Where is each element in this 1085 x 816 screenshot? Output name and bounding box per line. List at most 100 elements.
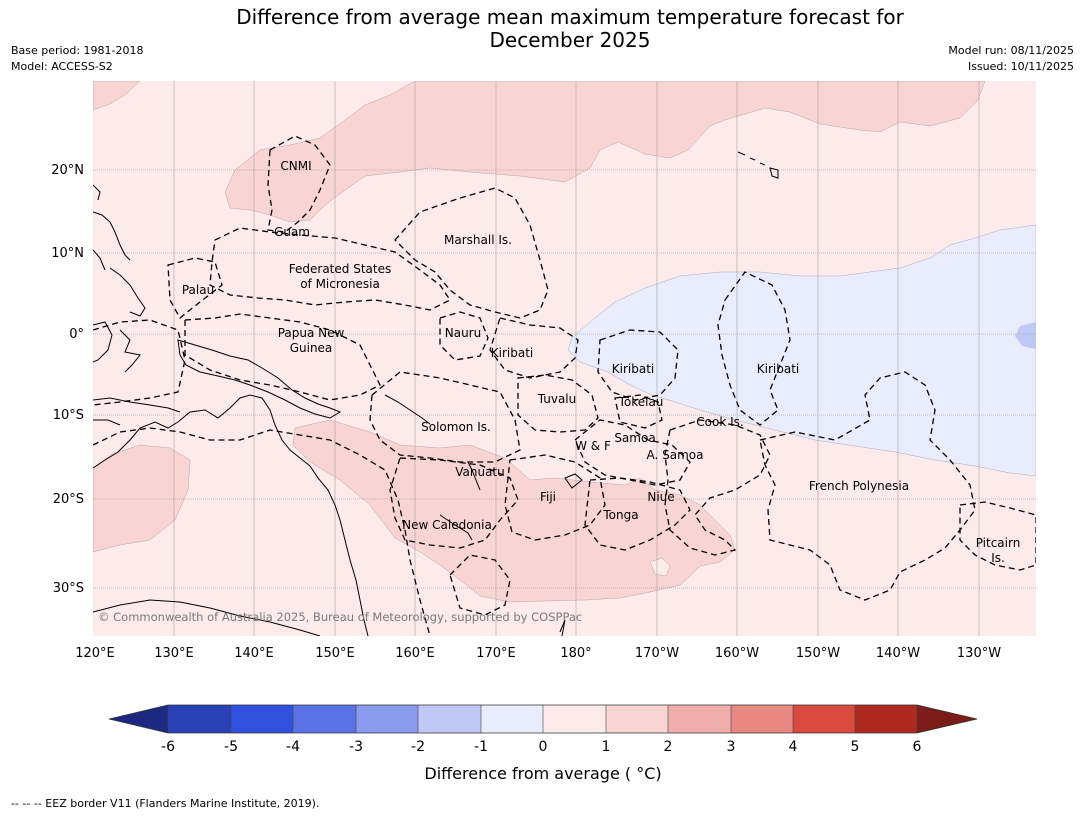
anomaly-cool-east xyxy=(567,224,1036,477)
label-tokelau: Tokelau xyxy=(618,395,664,409)
coast-taiwan xyxy=(93,184,101,201)
label-cook: Cook Is. xyxy=(696,415,743,429)
coast-new-guinea xyxy=(177,339,342,419)
anomaly-warm-south xyxy=(292,419,736,603)
colorbar-cell xyxy=(793,705,855,733)
map-area: CNMI Guam Marshall Is. Federated States … xyxy=(93,81,1036,636)
model-run: Model run: 08/11/2025 xyxy=(948,44,1074,57)
label-guam: Guam xyxy=(274,225,310,239)
label-tuvalu: Tuvalu xyxy=(537,392,577,406)
label-kiribati-central: Kiribati xyxy=(612,362,654,376)
label-kiribati-west: Kiribati xyxy=(491,346,533,360)
eez-indonesia xyxy=(93,319,186,406)
lat-label: 30°S xyxy=(53,581,84,596)
label-fsm-line2: of Micronesia xyxy=(300,277,380,291)
lon-label: 120°E xyxy=(75,646,115,661)
colorbar-tick-label: -6 xyxy=(161,739,175,755)
lon-label: 170°W xyxy=(635,646,679,661)
lat-label: 0° xyxy=(69,327,84,342)
coast-australia-south xyxy=(93,599,321,636)
colorbar-tick-label: 1 xyxy=(602,739,611,755)
label-vanuatu: Vanuatu xyxy=(455,465,505,479)
copyright-notice: © Commonwealth of Australia 2025, Bureau… xyxy=(98,610,582,624)
eez-wf-samoa xyxy=(574,419,691,486)
coast-philippines-1 xyxy=(93,211,131,261)
coast-new-caledonia xyxy=(439,514,473,541)
model-name: Model: ACCESS-S2 xyxy=(11,60,113,73)
label-french-polynesia: French Polynesia xyxy=(809,479,909,493)
coast-indonesia-2 xyxy=(93,419,121,426)
eez-png xyxy=(184,313,381,401)
eez-solomon xyxy=(369,371,521,463)
chart-title: Difference from average mean maximum tem… xyxy=(170,6,970,52)
label-pitcairn-line1: Pitcairn xyxy=(976,536,1021,550)
eez-tokelau xyxy=(614,394,663,429)
lat-axis-labels: 20°N 10°N 0° 10°S 20°S 30°S xyxy=(51,163,84,596)
label-wf: W & F xyxy=(575,439,611,453)
colorbar-tick-label: 6 xyxy=(913,739,922,755)
coast-indonesia-1 xyxy=(93,397,181,413)
label-new-caledonia: New Caledonia xyxy=(402,518,492,532)
lon-label: 150°W xyxy=(796,646,840,661)
colorbar-tick-label: -1 xyxy=(474,739,488,755)
label-png-line1: Papua New xyxy=(278,326,345,340)
colorbar-tick-label: -3 xyxy=(349,739,363,755)
colorbar-cell xyxy=(356,705,418,733)
coast-solomon xyxy=(384,394,431,425)
colorbar-cell xyxy=(543,705,606,733)
grid-lines xyxy=(93,81,1036,636)
eez-australia xyxy=(93,427,431,636)
lon-axis-labels: 120°E 130°E 140°E 150°E 160°E 170°E 180°… xyxy=(75,646,1001,661)
coast-new-zealand xyxy=(559,619,566,636)
coast-hawaii xyxy=(737,151,779,179)
colorbar-cell xyxy=(606,705,668,733)
eez-fsm xyxy=(209,227,451,311)
meta-right: Model run: 08/11/2025 Issued: 10/11/2025 xyxy=(948,43,1074,75)
coastlines xyxy=(93,151,779,636)
lat-label: 20°S xyxy=(53,492,84,507)
label-png-line2: Guinea xyxy=(290,341,333,355)
colorbar-tick-label: 4 xyxy=(789,739,798,755)
meta-left: Base period: 1981-2018 Model: ACCESS-S2 xyxy=(11,43,143,75)
eez-fiji xyxy=(504,454,606,541)
lon-label: 180° xyxy=(560,646,591,661)
coast-borneo xyxy=(93,321,113,363)
eez-kiribati-west xyxy=(489,317,579,379)
label-fiji: Fiji xyxy=(540,490,556,504)
lat-label: 20°N xyxy=(51,163,84,178)
eez-vanuatu-newcal xyxy=(389,457,519,549)
lat-label: 10°S xyxy=(53,408,84,423)
anomaly-warm-nw-corner xyxy=(93,81,141,111)
coast-sulawesi xyxy=(119,329,141,373)
colorbar-cell xyxy=(293,705,356,733)
colorbar-cell xyxy=(731,705,793,733)
coast-fiji xyxy=(564,473,583,489)
eez-nauru xyxy=(439,311,489,361)
label-tonga: Tonga xyxy=(602,508,638,522)
colorbar-cell xyxy=(418,705,481,733)
colorbar: -6 -5 -4 -3 -2 -1 0 1 2 3 4 5 6 Differen… xyxy=(108,704,978,783)
label-niue: Niue xyxy=(647,490,674,504)
anomaly-warm-australia xyxy=(93,444,191,553)
coast-philippines-3 xyxy=(93,249,106,271)
colorbar-tick-label: -4 xyxy=(286,739,300,755)
eez-french-polynesia xyxy=(759,371,976,601)
issued-date: Issued: 10/11/2025 xyxy=(967,60,1074,73)
lon-label: 160°W xyxy=(715,646,759,661)
colorbar-tick-label: 0 xyxy=(539,739,548,755)
colorbar-tick-label: -5 xyxy=(224,739,238,755)
label-samoa: Samoa xyxy=(614,431,655,445)
lon-label: 140°W xyxy=(876,646,920,661)
lon-label: 140°E xyxy=(234,646,274,661)
label-cnmi: CNMI xyxy=(280,159,311,173)
colorbar-tick-label: 2 xyxy=(664,739,673,755)
colorbar-cell xyxy=(109,705,168,733)
label-american-samoa: A. Samoa xyxy=(647,448,704,462)
eez-borders xyxy=(93,135,1036,636)
label-palau: Palau xyxy=(182,283,214,297)
eez-pitcairn xyxy=(959,501,1036,571)
eez-footnote: -- -- -- EEZ border V11 (Flanders Marine… xyxy=(11,797,320,810)
eez-palau xyxy=(167,257,223,319)
eez-cnmi-guam xyxy=(267,135,331,233)
